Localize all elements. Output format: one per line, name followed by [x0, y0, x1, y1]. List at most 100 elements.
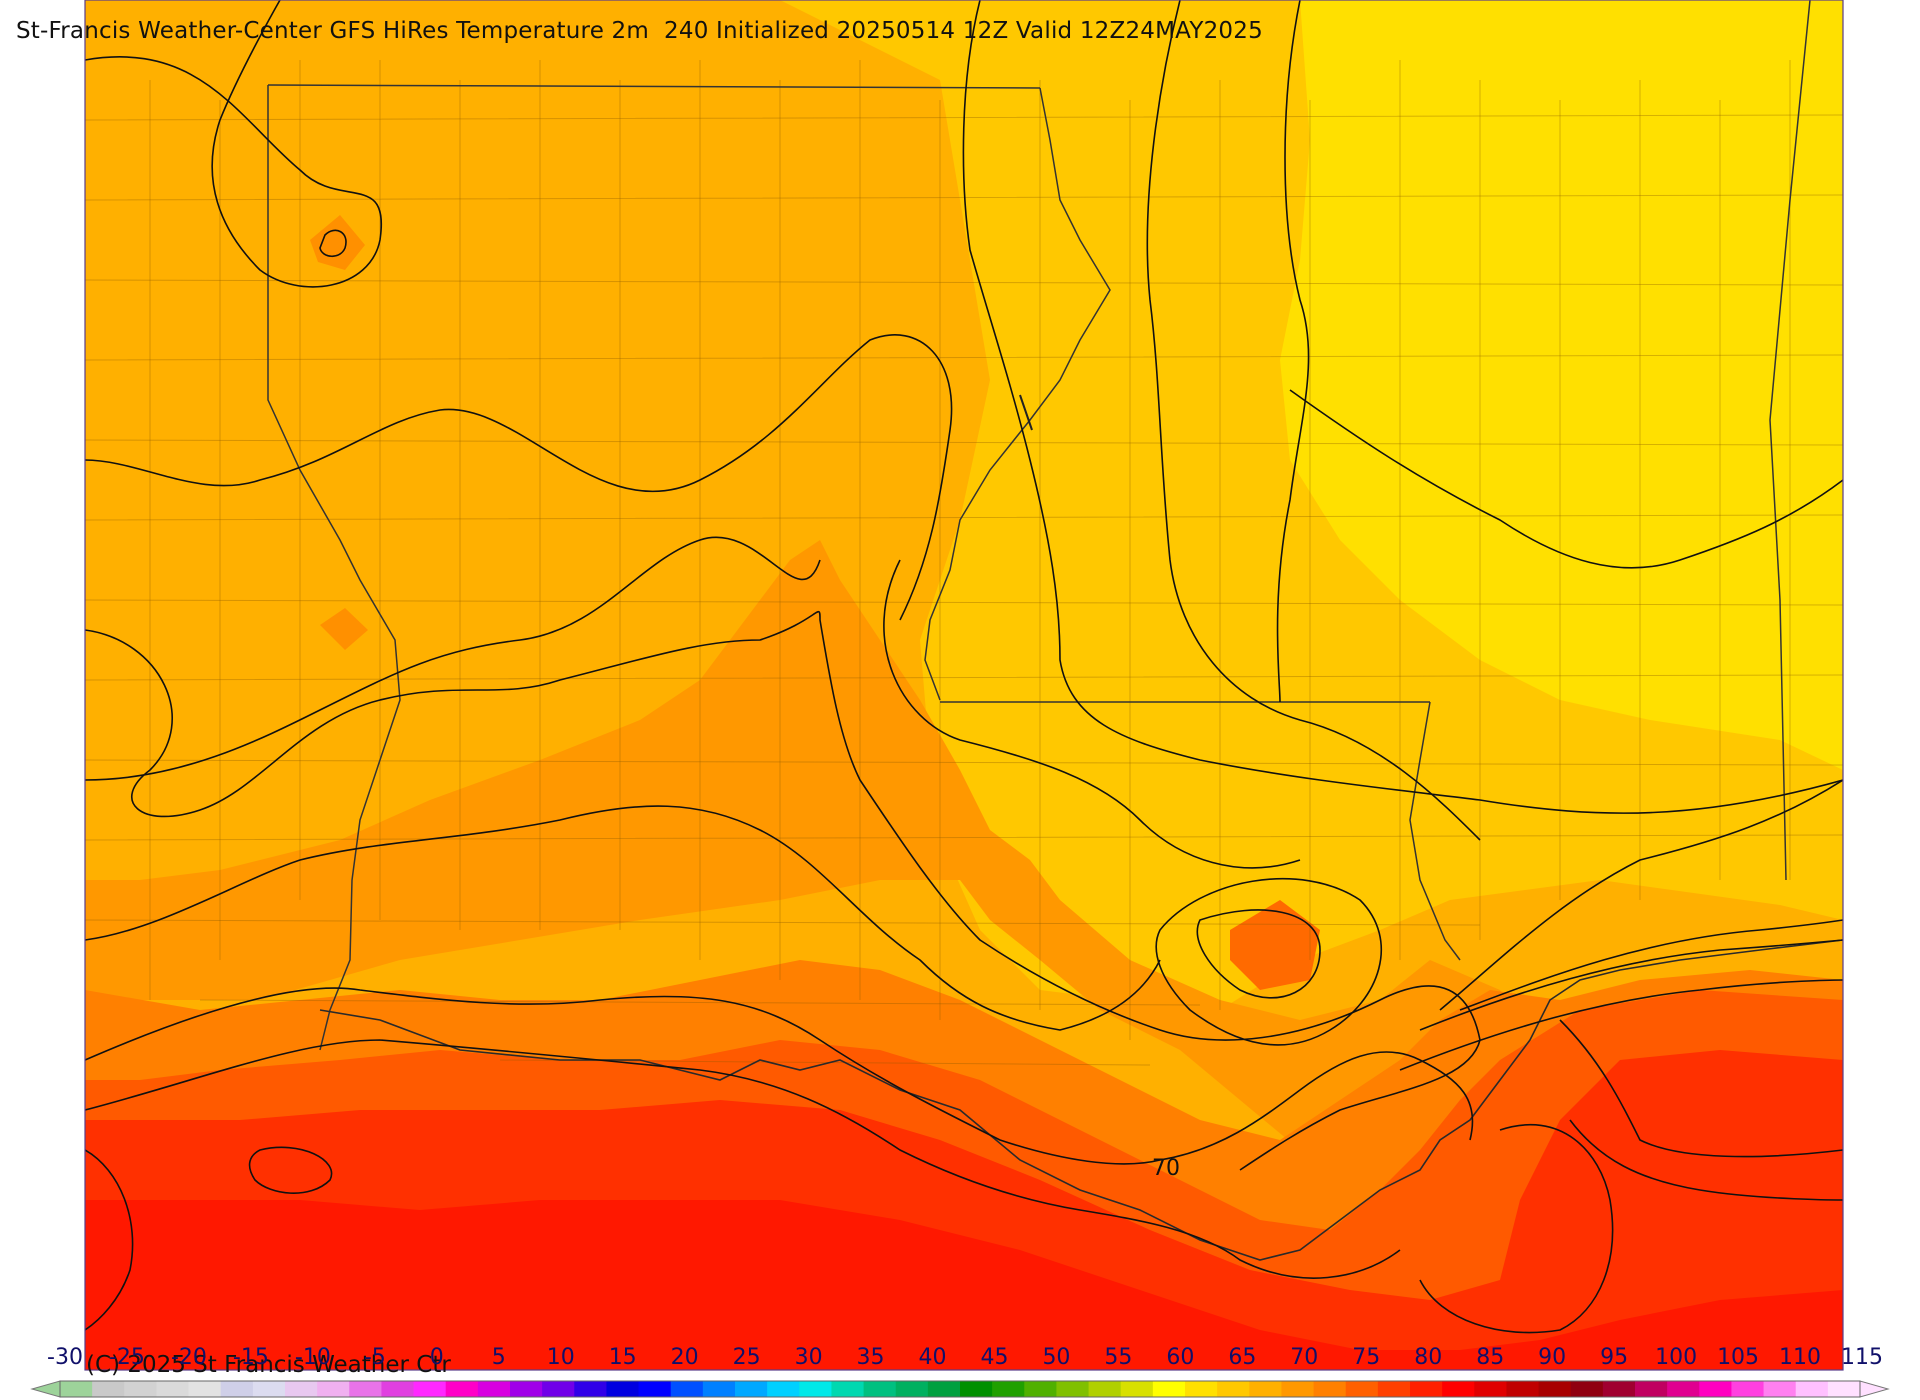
colorbar-swatch — [1667, 1381, 1700, 1397]
colorbar-tick-label: 95 — [1600, 1345, 1629, 1370]
colorbar-tick-label: 60 — [1166, 1345, 1195, 1370]
colorbar-tick-label: 5 — [491, 1345, 506, 1370]
colorbar-swatch — [1795, 1381, 1829, 1397]
colorbar-swatch — [60, 1381, 93, 1397]
warm-spot-west — [320, 608, 368, 650]
map-title: St-Francis Weather-Center GFS HiRes Temp… — [16, 18, 1263, 44]
colorbar-tick-label: 45 — [980, 1345, 1009, 1370]
colorbar-swatch — [1185, 1381, 1218, 1397]
colorbar-swatch — [542, 1381, 575, 1397]
colorbar-swatch — [1152, 1381, 1186, 1397]
warm-spot-mobile — [1230, 900, 1320, 990]
colorbar-swatch — [124, 1381, 157, 1397]
wind-barb — [1019, 394, 1033, 431]
map-frame — [84, 0, 1844, 1371]
temperature-field-deep-red — [85, 1200, 1843, 1370]
colorbar-tick-label: 50 — [1042, 1345, 1071, 1370]
colorbar-tick-label: 30 — [794, 1345, 823, 1370]
colorbar-swatch — [1024, 1381, 1057, 1397]
colorbar-swatch — [574, 1381, 607, 1397]
colorbar-swatch — [156, 1381, 190, 1397]
colorbar-swatch — [317, 1381, 350, 1397]
colorbar-swatch — [1345, 1381, 1379, 1397]
colorbar-tick-label: 90 — [1538, 1345, 1567, 1370]
colorbar-swatch — [638, 1381, 672, 1397]
colorbar-tick-label: 80 — [1414, 1345, 1443, 1370]
colorbar-swatch — [702, 1381, 736, 1397]
colorbar-min-arrow — [30, 1380, 61, 1398]
colorbar-tick-label: -30 — [47, 1345, 83, 1370]
colorbar-swatch — [413, 1381, 447, 1397]
colorbar-tick-label: -5 — [363, 1345, 386, 1370]
temperature-field-orange — [85, 540, 1600, 1250]
colorbar-tick-label: 25 — [732, 1345, 761, 1370]
colorbar-tick-label: 115 — [1841, 1345, 1883, 1370]
warm-spot-north — [310, 215, 365, 270]
contour-label-70: 70 — [1152, 1156, 1180, 1181]
colorbar-swatch — [1474, 1381, 1507, 1397]
colorbar-tick-label: 85 — [1476, 1345, 1505, 1370]
colorbar-swatch — [1249, 1381, 1282, 1397]
colorbar-swatch — [188, 1381, 222, 1397]
colorbar-swatch — [1635, 1381, 1668, 1397]
temperature-field-yellow — [1280, 0, 1843, 770]
colorbar-swatch — [477, 1381, 511, 1397]
colorbar-swatch — [1763, 1381, 1797, 1397]
colorbar-swatch — [220, 1381, 254, 1397]
colorbar-swatch — [606, 1381, 640, 1397]
colorbar-swatch — [1217, 1381, 1250, 1397]
colorbar-swatch — [767, 1381, 800, 1397]
copyright-notice: (C) 2025 St Francis Weather Ctr — [86, 1352, 451, 1378]
colorbar-swatch — [735, 1381, 768, 1397]
colorbar-swatch — [1056, 1381, 1090, 1397]
colorbar-tick-label: 110 — [1779, 1345, 1822, 1370]
colorbar-swatch — [992, 1381, 1025, 1397]
colorbar-swatch — [349, 1381, 382, 1397]
colorbar-tick-label: 105 — [1717, 1345, 1760, 1370]
temperature-colorbar — [30, 1380, 1890, 1398]
colorbar-tick-label: 55 — [1104, 1345, 1133, 1370]
colorbar-swatch — [445, 1381, 479, 1397]
colorbar-swatch — [1120, 1381, 1154, 1397]
colorbar-swatch — [1410, 1381, 1443, 1397]
colorbar-tick-label: -25 — [108, 1345, 145, 1370]
colorbar-swatch — [831, 1381, 865, 1397]
colorbar-swatch — [285, 1381, 318, 1397]
colorbar-tick-label: -20 — [170, 1345, 207, 1370]
colorbar-tick-label: 20 — [670, 1345, 699, 1370]
colorbar-tick-label: -15 — [232, 1345, 269, 1370]
colorbar-swatch — [799, 1381, 832, 1397]
colorbar-tick-label: 40 — [918, 1345, 947, 1370]
colorbar-swatch — [381, 1381, 415, 1397]
colorbar-tick-label: 0 — [429, 1345, 444, 1370]
colorbar-swatch — [1442, 1381, 1475, 1397]
colorbar-swatch — [1538, 1381, 1572, 1397]
colorbar-swatch — [863, 1381, 897, 1397]
temperature-contours — [85, 0, 1843, 1334]
colorbar-max-arrow — [1859, 1380, 1890, 1398]
colorbar-swatch — [1827, 1381, 1861, 1397]
county-boundaries — [85, 60, 1843, 1066]
colorbar-swatch — [927, 1381, 961, 1397]
colorbar-swatch — [1313, 1381, 1347, 1397]
colorbar-swatch — [960, 1381, 993, 1397]
colorbar-swatch — [670, 1381, 704, 1397]
gulf-coastline — [319, 939, 1843, 1261]
colorbar-swatch — [92, 1381, 125, 1397]
colorbar-swatch — [1377, 1381, 1411, 1397]
colorbar-tick-labels: -30 -25 -20 -15 -10 -5 0 5 10 15 20 25 30 35 40 45 50 55 6… — [0, 1345, 1920, 1375]
colorbar-swatch — [1731, 1381, 1765, 1397]
colorbar-tick-label: 10 — [546, 1345, 575, 1370]
colorbar-swatch — [252, 1381, 286, 1397]
state-boundaries — [267, 0, 1811, 1051]
colorbar-tick-label: -10 — [294, 1345, 331, 1370]
colorbar-swatch — [1506, 1381, 1540, 1397]
colorbar-swatch — [1570, 1381, 1604, 1397]
colorbar-swatch — [1699, 1381, 1732, 1397]
colorbar-swatch — [1281, 1381, 1315, 1397]
colorbar-tick-label: 100 — [1655, 1345, 1698, 1370]
colorbar-tick-label: 35 — [856, 1345, 885, 1370]
colorbar-tick-label: 70 — [1290, 1345, 1319, 1370]
colorbar-swatch — [1602, 1381, 1636, 1397]
